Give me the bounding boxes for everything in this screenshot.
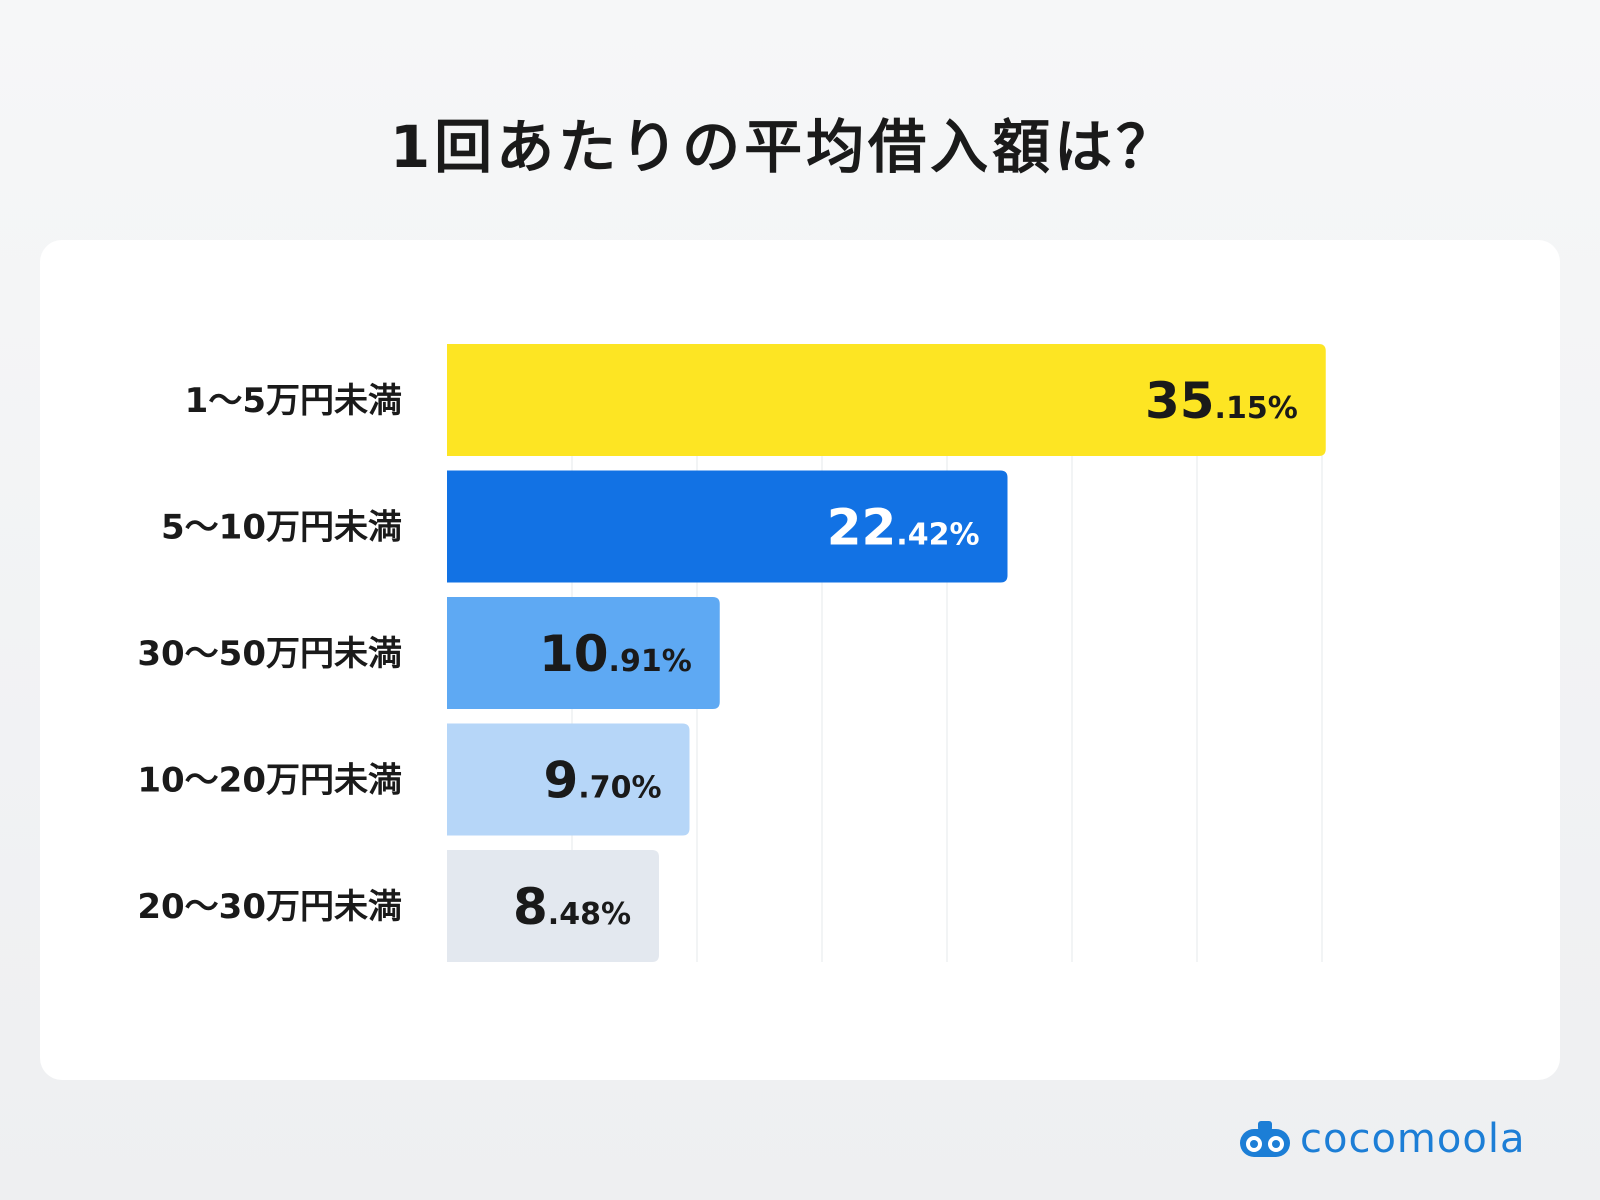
category-label: 20〜30万円未満 [137, 887, 402, 927]
bar [447, 723, 690, 836]
value-label: 8.48% [513, 878, 631, 936]
value-label: 22.42% [827, 499, 980, 557]
bar [447, 850, 659, 962]
bar [447, 344, 1326, 456]
chart-card: 1〜5万円未満 35.15% 5〜10万円未満 22.42% 30〜50万円未満 10.9… [40, 240, 1560, 1080]
brand-logo: cocomoola [1238, 1114, 1525, 1164]
value-label: 10.91% [539, 625, 692, 683]
chart-title: 1回あたりの平均借入額は？ [389, 113, 1179, 181]
category-label: 30〜50万円未満 [137, 634, 402, 674]
category-label: 5〜10万円未満 [161, 508, 402, 548]
bar [447, 470, 1008, 583]
category-label: 1〜5万円未満 [185, 381, 402, 421]
brand-name: cocomoola [1300, 1116, 1526, 1162]
category-label: 10〜20万円未満 [137, 761, 402, 801]
binoculars-icon [1240, 1121, 1290, 1157]
value-label: 9.70% [544, 752, 662, 810]
bar [447, 597, 720, 709]
value-label: 35.15% [1145, 372, 1298, 430]
bar-chart: 1〜5万円未満 35.15% 5〜10万円未満 22.42% 30〜50万円未満 10.9… [137, 344, 1326, 962]
